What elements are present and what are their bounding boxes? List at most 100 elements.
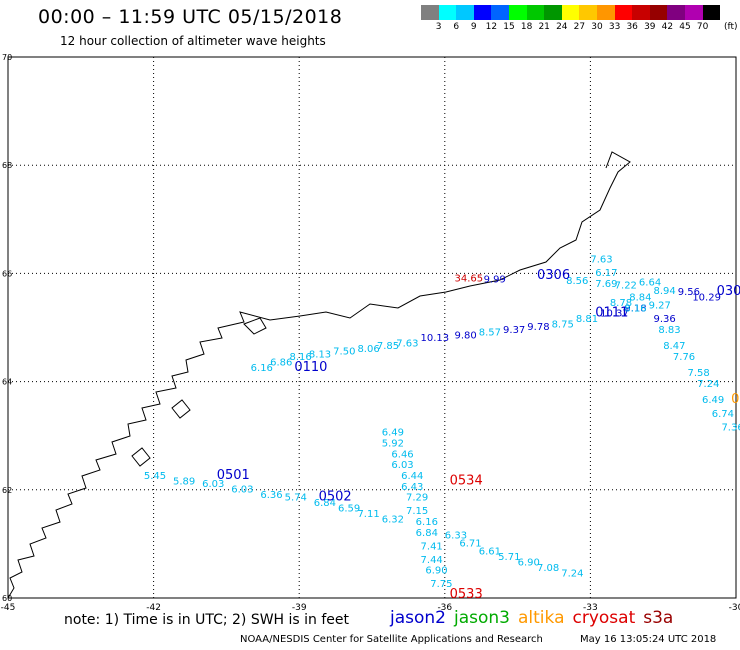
colorbar-swatch	[508, 5, 527, 20]
colorbar-label: 15	[503, 22, 515, 32]
footer-note: note: 1) Time is in UTC; 2) SWH is in fe…	[64, 612, 350, 628]
colorbar-label: 3	[435, 22, 442, 32]
swh-value: 6.64	[639, 277, 661, 288]
lon-tick-label: -33	[583, 603, 598, 613]
swh-value: 34.65	[455, 274, 484, 285]
swh-value: 8.56	[566, 276, 588, 287]
timestamp: May 16 13:05:24 UTC 2018	[580, 634, 717, 645]
colorbar-label: 24	[556, 22, 568, 32]
colorbar	[421, 5, 721, 20]
grid-lines	[7, 56, 737, 599]
colorbar-label: 9	[470, 22, 477, 32]
axis-ticks: -45 -42 -39 -36 -33 -30 60 62 64 66 68 70	[1, 53, 740, 613]
colorbar-swatch	[667, 5, 685, 20]
swh-value: 8.57	[479, 328, 501, 339]
satellite-jason3: jason3	[454, 608, 510, 628]
swh-value: 6.86	[270, 357, 292, 368]
swh-value: 6.03	[202, 479, 224, 490]
swh-value: 6.49	[702, 395, 724, 406]
satellite-jason2: jason2	[390, 608, 446, 628]
lon-tick-label: -42	[146, 603, 161, 613]
swh-value: 6.49	[382, 428, 404, 439]
satellite-s3a: s3a	[643, 608, 674, 628]
swh-value: 7.63	[590, 255, 612, 266]
swh-value: 6.16	[251, 363, 273, 374]
swh-value: 8.78	[610, 298, 632, 309]
swh-value: 7.50	[333, 347, 355, 358]
colorbar-swatch	[456, 5, 474, 20]
swh-value: 8.83	[658, 325, 680, 336]
pass-label: 0111	[595, 306, 628, 321]
swh-value: 8.06	[357, 344, 379, 355]
swh-value: 10.13	[421, 333, 450, 344]
lat-tick-label: 62	[2, 486, 12, 495]
pass-label: 0502	[319, 490, 352, 505]
colorbar-swatch	[544, 5, 562, 20]
swh-value: 6.84	[416, 528, 438, 539]
satellite-legend: jason2 jason3 altika cryosat s3a	[390, 608, 681, 628]
pass-label: 0534	[450, 473, 483, 488]
colorbar-label: 30	[591, 22, 603, 32]
colorbar-swatch	[491, 5, 509, 20]
colorbar-labels: 3 6 9 12 15 18 21 24 27 30 33 36 39 42 45 70	[421, 22, 740, 34]
colorbar-unit: (ft)	[724, 22, 738, 32]
pass-label: 0533	[450, 587, 483, 602]
swh-value: 8.16	[289, 352, 311, 363]
pass-label: 0306	[537, 268, 570, 283]
swh-value: 6.84	[314, 498, 336, 509]
swh-value: 9.18	[624, 303, 646, 314]
swh-value: 8.13	[309, 349, 331, 360]
swh-value: 7.15	[406, 506, 428, 517]
colorbar-swatch	[702, 5, 721, 20]
colorbar-swatch	[596, 5, 615, 20]
colorbar-swatch	[684, 5, 703, 20]
swh-value: 7.24	[697, 379, 719, 390]
lat-tick-label: 60	[2, 594, 12, 603]
colorbar-swatch	[526, 5, 545, 20]
pass-label: 0501	[217, 468, 250, 483]
swh-value: 7.24	[561, 568, 583, 579]
swh-value: 6.46	[391, 449, 413, 460]
swh-value: 6.59	[338, 503, 360, 514]
colorbar-swatch	[473, 5, 492, 20]
swh-value: 8.75	[552, 320, 574, 331]
lat-tick-label: 64	[2, 378, 12, 387]
swh-value: 9.36	[653, 314, 675, 325]
colorbar-swatch	[649, 5, 668, 20]
colorbar-label: 33	[608, 22, 621, 32]
credit: NOAA/NESDIS Center for Satellite Applica…	[240, 634, 543, 645]
swh-value: 5.92	[382, 439, 404, 450]
swh-values: 6.166.868.168.13 7.50 8.067.857.63 10.13 9.8…	[144, 255, 740, 591]
swh-value: 6.74	[712, 409, 734, 420]
swh-value: 9.37	[503, 325, 525, 336]
coastline	[7, 151, 631, 599]
swh-value: 5.89	[173, 476, 195, 487]
colorbar-swatch	[438, 5, 457, 20]
swh-value: 10.37	[600, 309, 629, 320]
pass-label: 0110	[294, 360, 327, 375]
page-subtitle: 12 hour collection of altimeter wave hei…	[60, 34, 326, 48]
pass-label: 0307	[717, 284, 740, 299]
swh-value: 6.03	[231, 485, 253, 496]
swh-value: 5.74	[285, 493, 307, 504]
swh-value: 8.16	[624, 303, 646, 314]
swh-value: 7.08	[537, 563, 559, 574]
satellite-altika: altika	[518, 608, 565, 628]
swh-value: 6.71	[459, 539, 481, 550]
lon-tick-label: -36	[437, 603, 452, 613]
swh-value: 9.99	[484, 275, 506, 286]
colorbar-label: 45	[679, 22, 691, 32]
swh-value: 5.45	[144, 471, 166, 482]
page-title: 00:00 – 11:59 UTC 05/15/2018	[38, 6, 343, 28]
swh-value: 10.29	[692, 292, 721, 303]
colorbar-swatch	[421, 5, 439, 20]
swh-value: 7.85	[377, 341, 399, 352]
swh-value: 6.33	[445, 530, 467, 541]
ice-island	[131, 317, 267, 467]
colorbar-label: 36	[626, 22, 638, 32]
swh-value: 9.80	[455, 330, 477, 341]
swh-value: 6.61	[479, 547, 501, 558]
swh-value: 7.75	[430, 579, 452, 590]
swh-value: 9.27	[649, 301, 671, 312]
